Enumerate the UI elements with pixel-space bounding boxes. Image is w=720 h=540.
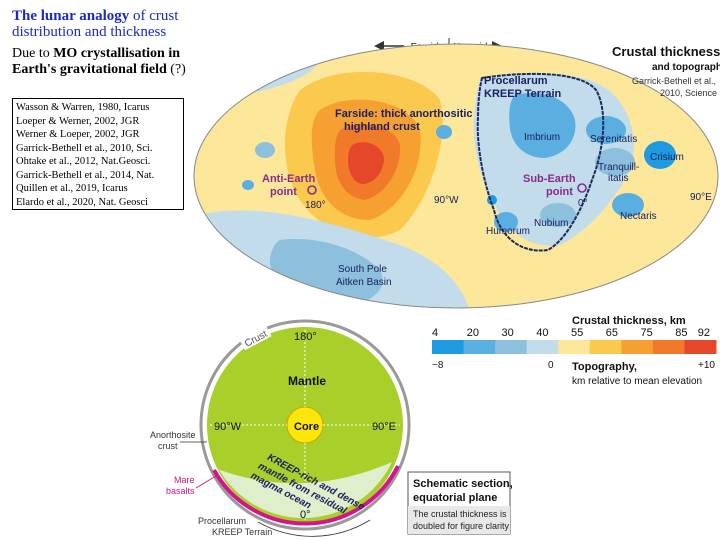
legend-thickness-label: Crustal thickness, km: [572, 315, 686, 327]
subtitle-line2: Earth's gravitational field (?): [12, 62, 218, 78]
topo-tick-min: −8: [432, 360, 444, 371]
anorthosite-label-2: crust: [158, 441, 178, 451]
legend: Crustal thickness, km 4 20 30 40 55 65 75 85 92 …: [432, 315, 717, 387]
subtitle-bold-1: MO crystallisation in: [53, 46, 180, 61]
reference-item: Garrick-Bethell et al., 2014, Nat.: [16, 169, 155, 181]
reference-item: Elardo et al., 2020, Nat. Geosci: [16, 196, 149, 208]
lon-180-label: 180°: [305, 200, 326, 211]
subtitle-bold-2: Earth's gravitational field: [12, 62, 167, 77]
legend-swatch: [621, 340, 654, 354]
serenitatis-label: Serenitatis: [590, 134, 637, 145]
topo-tick-zero: 0: [548, 360, 554, 371]
title-line2: distribution and thickness: [12, 24, 167, 40]
map-outline: [193, 43, 719, 309]
legend-color-bar: [432, 340, 717, 354]
legend-swatch: [684, 340, 717, 354]
anti-earth-label-2: point: [270, 186, 297, 198]
crisium-label: Crisium: [650, 152, 684, 163]
legend-tick-label: 65: [606, 327, 618, 339]
anorthosite-label-1: Anorthosite: [150, 430, 196, 440]
legend-swatch: [652, 340, 685, 354]
legend-tick-label: 75: [641, 327, 653, 339]
lon-90w-label: 90°W: [434, 195, 459, 206]
humorum-label: Humorum: [486, 226, 530, 237]
topo-label-1: Topography,: [572, 361, 637, 373]
reference-item: Wasson & Warren, 1980, Icarus: [16, 102, 150, 113]
section-180-label: 180°: [294, 331, 317, 343]
topo-tick-max: +10: [698, 360, 715, 371]
imbrium-label: Imbrium: [524, 132, 560, 143]
reference-item: Loeper & Werner, 2002, JGR: [16, 115, 140, 127]
map-heading-title: Crustal thickness: [612, 44, 720, 59]
tranquillitatis-label-1: Tranquill-: [598, 162, 639, 173]
equatorial-section: 180° Mantle Core 90°W 90°E 0° KREEP-rich…: [150, 319, 411, 537]
sub-earth-label-2: point: [546, 186, 573, 198]
section-90e-label: 90°E: [372, 421, 396, 433]
schematic-note-1: The crustal thickness is: [413, 509, 507, 519]
legend-swatch: [589, 340, 622, 354]
kreep-label-2: KREEP Terrain: [484, 88, 562, 100]
reference-item: Quillen et al., 2019, Icarus: [16, 183, 128, 194]
section-90w-label: 90°W: [214, 421, 242, 433]
nectaris-label: Nectaris: [620, 211, 657, 222]
map-source-1: Garrick-Bethell et al.,: [632, 76, 716, 86]
lon-0-label: 0°: [578, 198, 588, 209]
subtitle: Due to MO crystallisation in: [12, 46, 218, 62]
farside-note-1: Farside: thick anorthositic: [335, 108, 473, 120]
spa-label-2: Aitken Basin: [336, 277, 392, 288]
legend-tick-label: 92: [698, 327, 710, 339]
map-labels: Procellarum KREEP Terrain Farside: thick…: [262, 75, 712, 288]
legend-swatch: [463, 340, 496, 354]
slide-title: The lunar analogy of crust distribution …: [12, 8, 218, 78]
mare-label-2: basalts: [166, 486, 195, 496]
section-0-label: 0°: [300, 509, 311, 521]
subtitle-prefix: Due to: [12, 46, 54, 61]
title-highlight: The lunar analogy: [12, 8, 130, 24]
procellarum-label-1: Procellarum: [198, 516, 246, 526]
schematic-note-box: Schematic section, equatorial plane The …: [407, 471, 513, 535]
map-source-2: 2010, Science: [660, 88, 717, 98]
procellarum-label-2: KREEP Terrain: [212, 527, 272, 537]
kreep-label-1: Procellarum: [484, 75, 548, 87]
sub-earth-label-1: Sub-Earth: [523, 173, 576, 185]
reference-item: Garrick-Bethell et al., 2010, Sci.: [16, 142, 153, 154]
legend-ticks: 4 20 30 40 55 65 75 85 92: [432, 327, 710, 339]
spa-label-1: South Pole: [338, 264, 387, 275]
tranquillitatis-label-2: itatis: [608, 173, 629, 184]
legend-tick-label: 55: [571, 327, 583, 339]
farside-note-2: highland crust: [344, 121, 420, 133]
legend-tick-label: 85: [675, 327, 687, 339]
anti-earth-point-marker: [307, 185, 317, 195]
sub-earth-point-marker: [577, 183, 587, 193]
legend-tick-label: 20: [467, 327, 479, 339]
map-heading-subtitle: and topography: [652, 62, 720, 73]
schematic-note-2: doubled for figure clarity: [413, 521, 510, 531]
map-heading: Crustal thickness and topography Garrick…: [612, 44, 720, 98]
legend-swatch: [526, 340, 559, 354]
subtitle-suffix: (?): [166, 62, 186, 77]
title-line1-suffix: of crust: [129, 8, 179, 24]
anti-earth-label-1: Anti-Earth: [262, 173, 315, 185]
mare-basalts-arc: [212, 465, 400, 526]
reference-list: Wasson & Warren, 1980, Icarus Loeper & W…: [12, 98, 184, 210]
legend-tick-label: 40: [536, 327, 548, 339]
legend-swatch: [495, 340, 528, 354]
schematic-title-1: Schematic section,: [413, 478, 513, 490]
legend-tick-label: 30: [502, 327, 514, 339]
legend-swatch: [558, 340, 591, 354]
legend-tick-label: 4: [432, 327, 438, 339]
topo-label-2: km relative to mean elevation: [572, 376, 702, 387]
reference-item: Ohtake et al., 2012, Nat.Geosci.: [16, 156, 151, 167]
nubium-label: Nubium: [534, 218, 568, 229]
reference-item: Werner & Loeper, 2002, JGR: [16, 129, 140, 140]
mantle-label: Mantle: [288, 374, 326, 388]
schematic-title-2: equatorial plane: [413, 492, 497, 504]
kreep-rich-mantle: [218, 462, 392, 519]
lon-90e-label: 90°E: [690, 192, 712, 203]
legend-swatch: [432, 340, 465, 354]
mare-label-1: Mare: [174, 475, 195, 485]
core-label: Core: [294, 421, 319, 433]
